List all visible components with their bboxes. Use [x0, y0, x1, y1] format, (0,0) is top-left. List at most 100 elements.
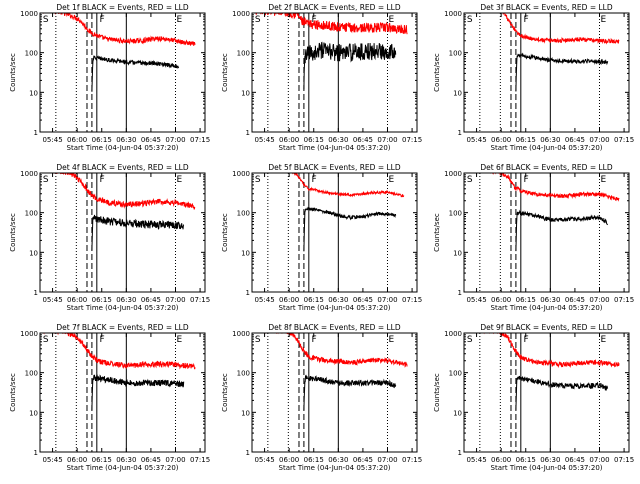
- x-tick-label: 06:15: [516, 296, 536, 304]
- red-series-line: [494, 13, 620, 45]
- x-tick-label: 06:45: [353, 456, 373, 464]
- x-tick-label: 07:00: [377, 296, 397, 304]
- y-tick-label: 1: [246, 449, 250, 457]
- y-tick-label: 1: [458, 449, 462, 457]
- region-label: S: [255, 335, 261, 345]
- x-tick-label: 06:30: [116, 296, 136, 304]
- x-axis-label: Start Time (04-Jun-04 05:37:20): [491, 304, 603, 312]
- x-axis-label: Start Time (04-Jun-04 05:37:20): [67, 144, 179, 152]
- region-label: F: [311, 15, 316, 25]
- region-label: E: [600, 15, 606, 25]
- y-axis-label: Counts/sec: [221, 53, 229, 92]
- plot-frame: [251, 172, 418, 293]
- chart-title: Det 6f BLACK = Events, RED = LLD: [480, 163, 613, 172]
- region-label: S: [255, 15, 261, 25]
- y-tick-label: 100: [449, 210, 462, 218]
- region-label: F: [99, 175, 104, 185]
- plot-frame: [251, 332, 418, 453]
- y-tick-label: 100: [25, 370, 38, 378]
- x-tick-label: 07:15: [402, 456, 422, 464]
- x-tick-label: 06:15: [516, 456, 536, 464]
- chart-panel: 1 10 100 1000 05:45 06:00 06:15 06:30 06:45 07:00…: [9, 163, 210, 312]
- plot-frame: [463, 332, 630, 453]
- black-series-line: [515, 209, 609, 252]
- y-tick-label: 100: [449, 370, 462, 378]
- x-tick-label: 05:45: [254, 456, 274, 464]
- x-tick-label: 07:15: [402, 136, 422, 144]
- y-tick-label: 10: [453, 409, 462, 417]
- chart-panel: 1 10 100 1000 05:45 06:00 06:15 06:30 06:45 07:00…: [433, 3, 634, 152]
- y-tick-label: 100: [25, 50, 38, 58]
- x-tick-label: 06:00: [67, 296, 87, 304]
- plot-frame: [251, 12, 418, 133]
- region-label: E: [176, 15, 182, 25]
- x-tick-label: 06:30: [540, 296, 560, 304]
- chart-title: Det 5f BLACK = Events, RED = LLD: [268, 163, 401, 172]
- x-tick-label: 06:45: [141, 296, 161, 304]
- y-tick-label: 10: [241, 409, 250, 417]
- region-label: F: [523, 15, 528, 25]
- y-tick-label: 10: [29, 89, 38, 97]
- y-tick-label: 1000: [232, 170, 250, 178]
- x-tick-label: 05:45: [466, 456, 486, 464]
- x-tick-label: 07:15: [614, 136, 634, 144]
- x-axis-label: Start Time (04-Jun-04 05:37:20): [67, 464, 179, 472]
- y-tick-label: 1: [34, 449, 38, 457]
- x-axis-label: Start Time (04-Jun-04 05:37:20): [67, 304, 179, 312]
- x-tick-label: 06:30: [116, 136, 136, 144]
- x-tick-label: 07:00: [377, 456, 397, 464]
- chart-panel: 1 10 100 1000 05:45 06:00 06:15 06:30 06:45 07:00…: [433, 163, 634, 312]
- x-tick-label: 06:30: [328, 456, 348, 464]
- region-label: S: [255, 175, 261, 185]
- y-axis-label: Counts/sec: [433, 373, 441, 412]
- x-axis-label: Start Time (04-Jun-04 05:37:20): [279, 144, 391, 152]
- region-label: E: [388, 335, 394, 345]
- y-tick-label: 1: [458, 289, 462, 297]
- y-axis-label: Counts/sec: [221, 373, 229, 412]
- x-tick-label: 06:00: [279, 296, 299, 304]
- y-tick-label: 100: [237, 370, 250, 378]
- red-series-line: [288, 173, 405, 198]
- y-tick-label: 1000: [444, 10, 462, 18]
- chart-panel: 1 10 100 1000 05:45 06:00 06:15 06:30 06:45 07:00…: [221, 163, 422, 312]
- x-tick-label: 06:15: [92, 296, 112, 304]
- x-tick-label: 05:45: [254, 296, 274, 304]
- x-tick-label: 06:45: [565, 456, 585, 464]
- x-tick-label: 06:00: [279, 136, 299, 144]
- x-tick-label: 07:15: [614, 296, 634, 304]
- region-label: S: [43, 175, 49, 185]
- y-tick-label: 1000: [20, 330, 38, 338]
- x-tick-label: 06:30: [328, 136, 348, 144]
- y-tick-label: 1: [34, 129, 38, 137]
- x-tick-label: 06:45: [565, 296, 585, 304]
- chart-panel: 1 10 100 1000 05:45 06:00 06:15 06:30 06:45 07:00…: [221, 3, 422, 152]
- region-label: F: [523, 175, 528, 185]
- region-label: F: [311, 335, 316, 345]
- x-tick-label: 06:15: [92, 136, 112, 144]
- chart-title: Det 7f BLACK = Events, RED = LLD: [56, 323, 189, 332]
- y-tick-label: 10: [453, 89, 462, 97]
- x-tick-label: 07:00: [165, 456, 185, 464]
- region-label: F: [523, 335, 528, 345]
- black-series-line: [91, 374, 185, 411]
- x-tick-label: 06:15: [516, 136, 536, 144]
- chart-panel: 1 10 100 1000 05:45 06:00 06:15 06:30 06:45 07:00…: [221, 323, 422, 472]
- x-tick-label: 06:15: [304, 136, 324, 144]
- plot-frame: [39, 172, 206, 293]
- y-tick-label: 1000: [444, 170, 462, 178]
- region-label: S: [467, 335, 473, 345]
- region-label: S: [43, 335, 49, 345]
- x-axis-label: Start Time (04-Jun-04 05:37:20): [491, 464, 603, 472]
- region-label: S: [467, 15, 473, 25]
- red-series-line: [42, 173, 196, 210]
- y-tick-label: 10: [453, 249, 462, 257]
- chart-title: Det 2f BLACK = Events, RED = LLD: [268, 3, 401, 12]
- black-series-line: [515, 375, 609, 410]
- black-series-line: [303, 41, 397, 90]
- x-tick-label: 06:45: [565, 136, 585, 144]
- plot-frame: [463, 12, 630, 133]
- x-tick-label: 06:00: [491, 136, 511, 144]
- x-tick-label: 07:15: [190, 296, 210, 304]
- region-label: S: [467, 175, 473, 185]
- y-tick-label: 1: [458, 129, 462, 137]
